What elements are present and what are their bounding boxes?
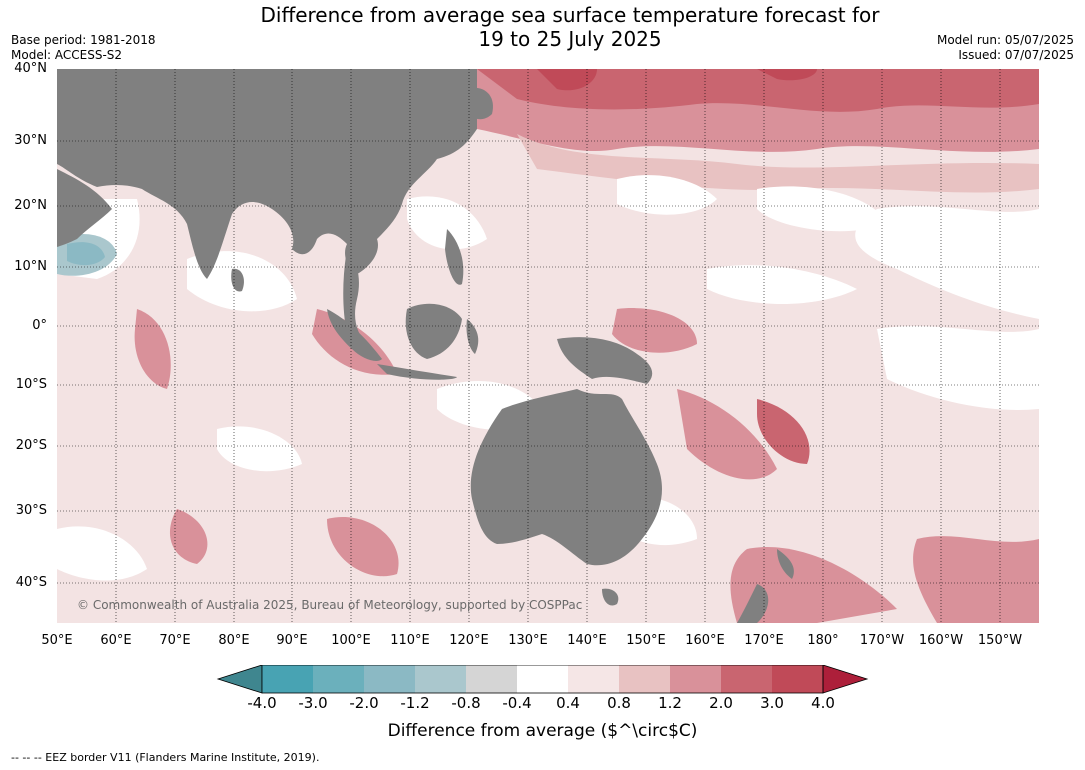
colorbar-tick-1: -4.0 bbox=[247, 694, 277, 712]
lat-label-0: 0° bbox=[32, 318, 47, 333]
colorbar-tick-4: -1.2 bbox=[400, 694, 430, 712]
colorbar-bin-9 bbox=[670, 665, 721, 693]
meta-left: Base period: 1981-2018 Model: ACCESS-S2 bbox=[11, 33, 156, 63]
colorbar-tick-5: -0.8 bbox=[451, 694, 481, 712]
colorbar-tick-10: 2.0 bbox=[709, 694, 733, 712]
colorbar-title: Difference from average ($^\circ$C) bbox=[387, 721, 698, 741]
meta-right: Model run: 05/07/2025 Issued: 07/07/2025 bbox=[937, 33, 1074, 63]
lon-label-140e: 140°E bbox=[567, 633, 607, 648]
lat-label-30n: 30°N bbox=[14, 133, 47, 148]
colorbar-tick-6: -0.4 bbox=[502, 694, 532, 712]
lon-label-170e: 170°E bbox=[744, 633, 784, 648]
lon-label-160e: 160°E bbox=[685, 633, 725, 648]
land bbox=[57, 69, 794, 623]
lon-label-110e: 110°E bbox=[390, 633, 430, 648]
lon-label-150e: 150°E bbox=[626, 633, 666, 648]
map-canvas bbox=[57, 69, 1039, 623]
colorbar-bin-3 bbox=[364, 665, 415, 693]
colorbar-arrow-left bbox=[216, 665, 263, 694]
colorbar-bin-1 bbox=[262, 665, 313, 693]
lon-label-160w: 160°W bbox=[918, 633, 964, 648]
colorbar-bin-4 bbox=[415, 665, 466, 693]
gridlines bbox=[57, 69, 1039, 623]
colorbar bbox=[216, 665, 869, 694]
lat-label-30s: 30°S bbox=[15, 503, 47, 518]
title-line-1: Difference from average sea surface temp… bbox=[260, 3, 880, 27]
lat-label-40s: 40°S bbox=[15, 575, 47, 590]
eez-footnote: -- -- -- EEZ border V11 (Flanders Marine… bbox=[11, 751, 320, 764]
base-period: Base period: 1981-2018 bbox=[11, 33, 156, 47]
lon-label-50e: 50°E bbox=[41, 633, 73, 648]
lon-label-90e: 90°E bbox=[276, 633, 308, 648]
colorbar-tick-12: 4.0 bbox=[811, 694, 835, 712]
lon-label-60e: 60°E bbox=[100, 633, 132, 648]
colorbar-bin-5 bbox=[466, 665, 517, 693]
colorbar-bin-11 bbox=[772, 665, 823, 693]
colorbar-tick-8: 0.8 bbox=[607, 694, 631, 712]
title-line-2: 19 to 25 July 2025 bbox=[478, 27, 662, 51]
colorbar-tick-7: 0.4 bbox=[556, 694, 580, 712]
colorbar-tick-3: -2.0 bbox=[349, 694, 379, 712]
model-run: Model run: 05/07/2025 bbox=[936, 33, 1074, 47]
colorbar-bin-7 bbox=[568, 665, 619, 693]
map-title: Difference from average sea surface temp… bbox=[0, 3, 1085, 51]
lat-label-20s: 20°S bbox=[15, 438, 47, 453]
lon-label-120e: 120°E bbox=[449, 633, 489, 648]
lon-label-70e: 70°E bbox=[159, 633, 191, 648]
lon-label-130e: 130°E bbox=[508, 633, 548, 648]
issued-date: Issued: 07/07/2025 bbox=[958, 48, 1074, 62]
lon-label-170w: 170°W bbox=[859, 633, 905, 648]
colorbar-tick-11: 3.0 bbox=[760, 694, 784, 712]
colorbar-arrow-right bbox=[822, 665, 869, 694]
lat-label-10n: 10°N bbox=[14, 259, 47, 274]
model-name: Model: ACCESS-S2 bbox=[11, 48, 123, 62]
colorbar-tick-9: 1.2 bbox=[658, 694, 682, 712]
lat-label-10s: 10°S bbox=[15, 377, 47, 392]
sst-anomaly-map: © Commonwealth of Australia 2025, Bureau… bbox=[57, 69, 1039, 623]
lon-label-150w: 150°W bbox=[977, 633, 1023, 648]
lon-label-180: 180° bbox=[807, 633, 839, 648]
lon-label-80e: 80°E bbox=[218, 633, 250, 648]
colorbar-tick-2: -3.0 bbox=[298, 694, 328, 712]
lat-label-20n: 20°N bbox=[14, 198, 47, 213]
colorbar-bin-2 bbox=[313, 665, 364, 693]
colorbar-bin-6 bbox=[517, 665, 568, 693]
lat-label-40n: 40°N bbox=[14, 61, 47, 76]
copyright-notice: © Commonwealth of Australia 2025, Bureau… bbox=[77, 598, 583, 612]
colorbar-bin-10 bbox=[721, 665, 772, 693]
colorbar-bin-8 bbox=[619, 665, 670, 693]
lon-label-100e: 100°E bbox=[331, 633, 371, 648]
